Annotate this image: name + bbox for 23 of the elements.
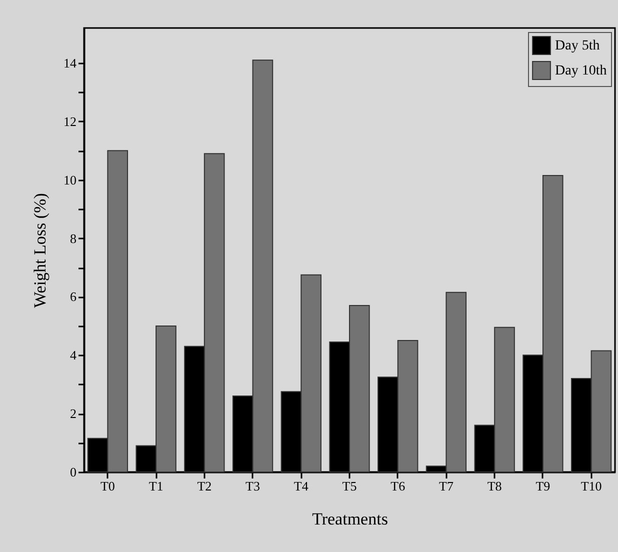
- x-tick-label: T3: [246, 478, 260, 494]
- x-tick-label: T1: [148, 478, 164, 494]
- legend-label: Day 5th: [555, 38, 600, 54]
- y-tick-label: 2: [70, 406, 76, 422]
- y-axis-title: Weight Loss (%): [30, 193, 50, 308]
- x-axis-title: Treatments: [312, 510, 388, 528]
- x-tick-label: T2: [197, 478, 212, 494]
- legend-label: Day 10th: [555, 64, 607, 78]
- x-tick-label: T0: [100, 478, 115, 494]
- x-tick-label: T10: [580, 478, 602, 494]
- y-tick-label: 0: [70, 464, 76, 480]
- y-tick-label: 4: [70, 348, 77, 363]
- y-tick-label: 12: [64, 114, 76, 129]
- x-tick-label: T8: [487, 478, 502, 494]
- y-tick-label: 10: [64, 172, 76, 188]
- x-tick-label: T7: [438, 478, 454, 494]
- y-tick-label: 6: [70, 289, 77, 304]
- y-tick-label: 14: [64, 56, 77, 71]
- x-tick-label: T9: [536, 478, 550, 494]
- x-tick-label: T4: [294, 478, 309, 494]
- y-tick-label: 8: [70, 230, 76, 246]
- x-tick-label: T5: [342, 478, 357, 494]
- x-tick-label: T6: [390, 478, 406, 494]
